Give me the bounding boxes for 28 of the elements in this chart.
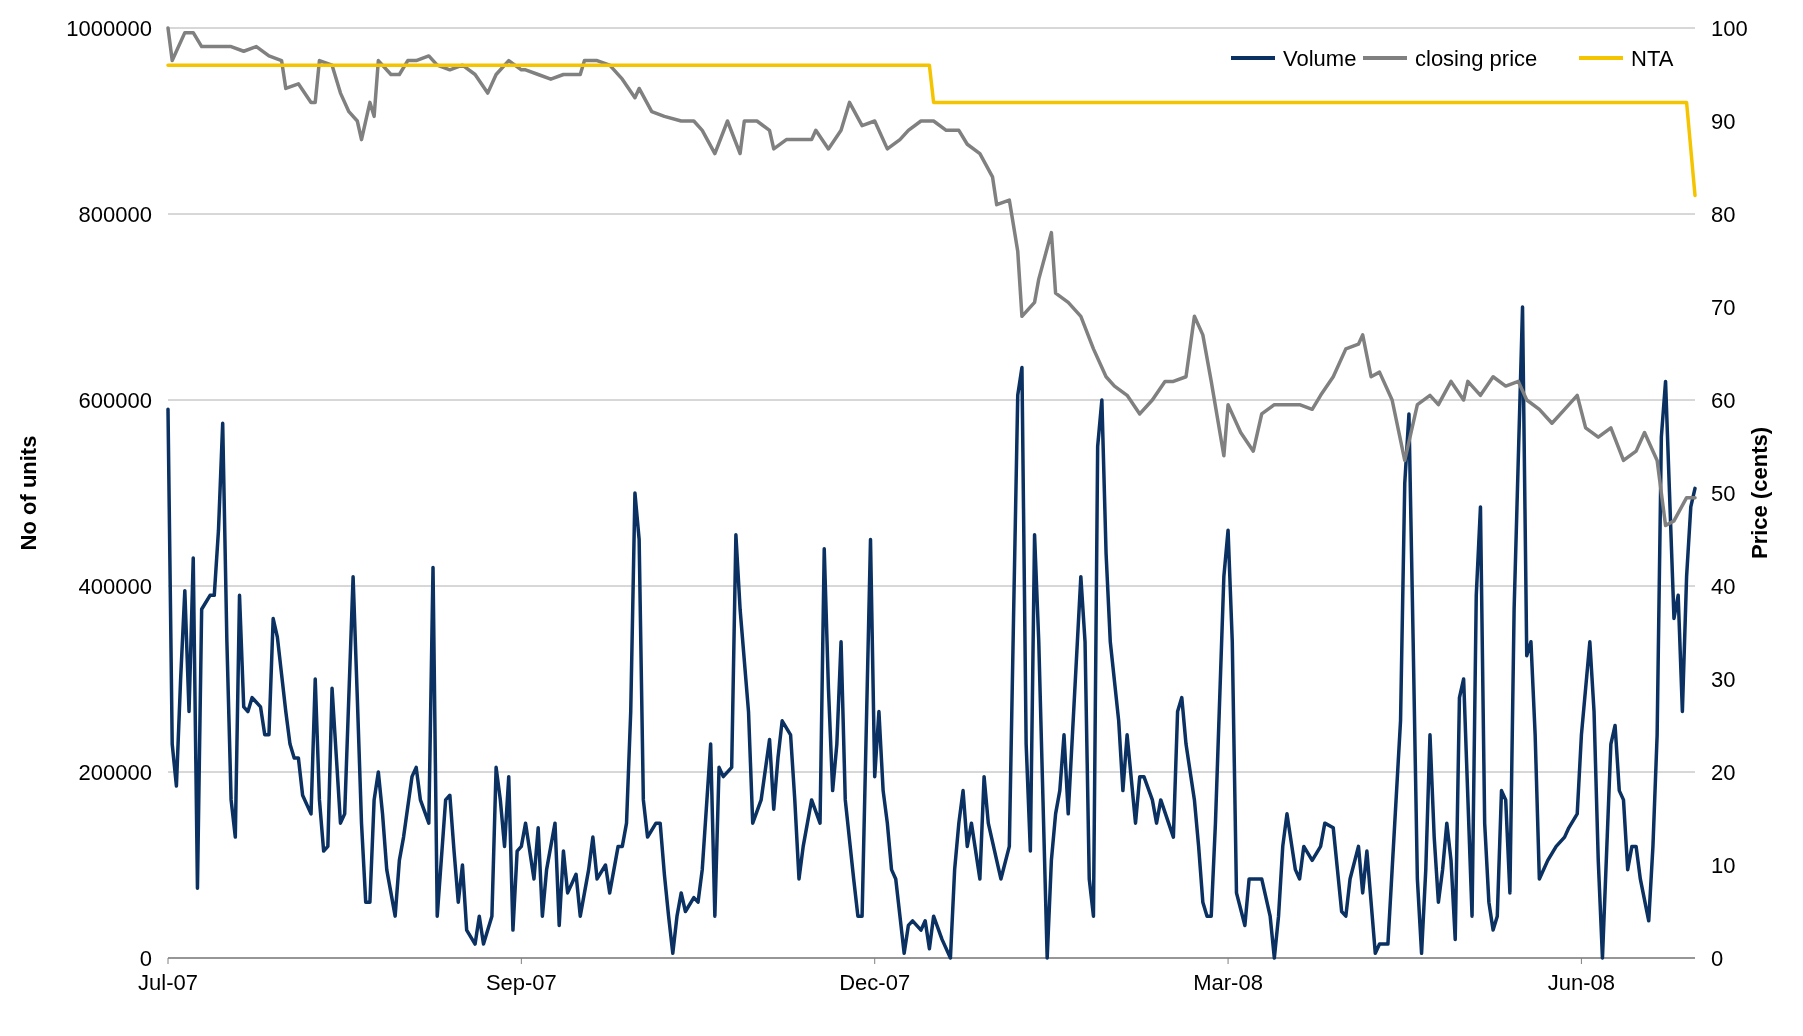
x-tick-label: Mar-08 xyxy=(1193,970,1263,995)
y2-tick-label: 50 xyxy=(1711,481,1736,506)
y2-tick-label: 20 xyxy=(1711,760,1736,785)
y2-tick-label: 70 xyxy=(1711,295,1736,320)
y2-tick-label: 80 xyxy=(1711,202,1736,227)
x-tick-label: Dec-07 xyxy=(839,970,911,995)
y2-tick-label: 100 xyxy=(1711,16,1748,41)
legend-label: closing price xyxy=(1415,46,1538,71)
legend-label: NTA xyxy=(1631,46,1674,71)
line-series xyxy=(166,26,1697,528)
y-tick-label: 400000 xyxy=(78,574,152,599)
y2-axis-title: Price (cents) xyxy=(1747,426,1772,560)
legend-label: Volume xyxy=(1283,46,1357,71)
x-tick-label: Jun-08 xyxy=(1547,970,1616,995)
y2-tick-label: 30 xyxy=(1711,667,1736,692)
y-tick-label: 600000 xyxy=(78,388,152,413)
y2-tick-label: 40 xyxy=(1711,574,1736,599)
y-tick-label: 800000 xyxy=(78,202,152,227)
x-tick-label: Jul-07 xyxy=(138,970,198,995)
y-tick-label: 1000000 xyxy=(66,16,152,41)
y2-tick-label: 10 xyxy=(1711,853,1736,878)
y2-tick-label: 60 xyxy=(1711,388,1736,413)
y-axis-title: No of units xyxy=(16,435,41,551)
y-tick-label: 200000 xyxy=(78,760,152,785)
y2-tick-label: 0 xyxy=(1711,946,1724,971)
x-tick-label: Sep-07 xyxy=(485,970,557,995)
y2-tick-label: 90 xyxy=(1711,109,1736,134)
y-tick-label: 0 xyxy=(139,946,152,971)
